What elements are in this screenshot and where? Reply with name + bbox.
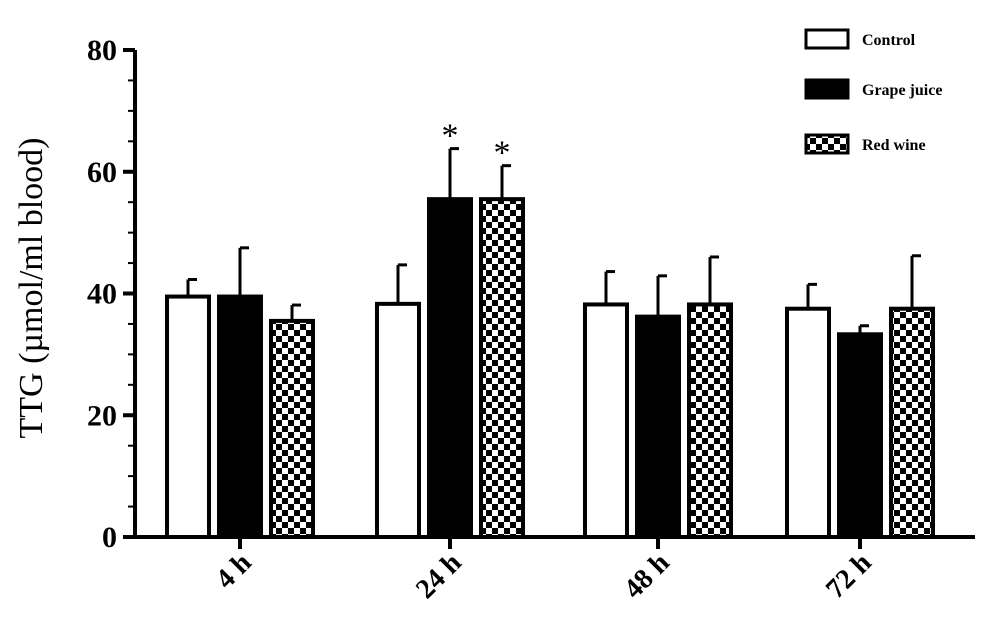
bar: [165, 294, 211, 540]
bar: [217, 294, 263, 540]
y-tick-label: 40: [87, 278, 117, 311]
bar: [837, 332, 883, 539]
x-tick-label: 72 h: [820, 547, 878, 605]
bar: [687, 302, 733, 539]
bar: [635, 314, 681, 539]
bars: * *: [165, 118, 935, 540]
bar: [785, 306, 831, 539]
bar: [889, 306, 935, 539]
x-tick-label: 24 h: [410, 547, 468, 605]
y-tick-label: 20: [87, 399, 117, 432]
y-tick-label: 0: [102, 521, 117, 554]
bar: [269, 318, 315, 539]
legend-label: Red wine: [862, 137, 926, 154]
x-tick-label: 4 h: [210, 547, 258, 595]
legend-swatch: [804, 78, 850, 100]
y-tick-label: 60: [87, 156, 117, 189]
bar: [427, 197, 473, 540]
bar: [479, 197, 525, 540]
legend-swatch: [804, 133, 850, 155]
legend-swatch: [804, 28, 850, 50]
bar: [375, 301, 421, 539]
y-axis-label: TTG (µmol/ml blood): [13, 137, 50, 438]
x-tick-label: 48 h: [618, 547, 676, 605]
bar: [583, 302, 629, 539]
significance-marker: *: [442, 118, 459, 155]
legend: Control Grape juice Red wine: [804, 28, 942, 155]
significance-marker: *: [494, 135, 511, 172]
y-tick-label: 80: [87, 34, 117, 67]
legend-label: Control: [862, 32, 916, 49]
legend-label: Grape juice: [862, 82, 942, 99]
